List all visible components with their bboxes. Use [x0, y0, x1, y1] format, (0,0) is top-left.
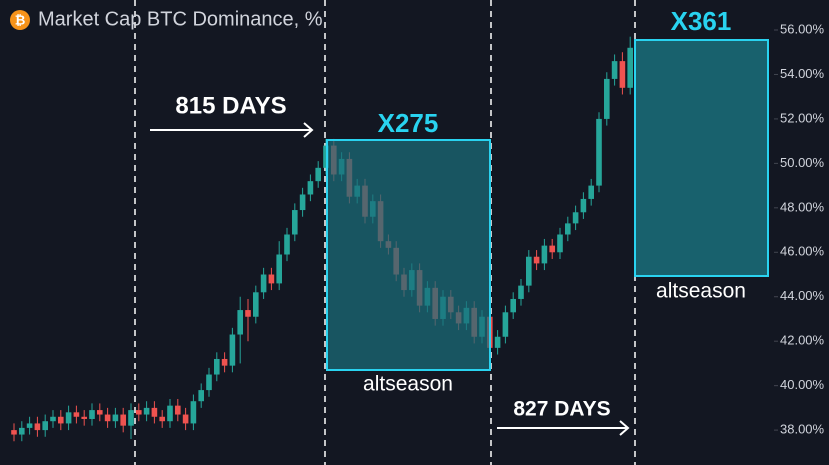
- annotation: X361: [671, 6, 732, 36]
- candle-body: [11, 430, 17, 435]
- candle-body: [619, 61, 626, 88]
- candle-body: [580, 198, 587, 213]
- candle-body: [557, 234, 563, 253]
- annotation: 827 DAYS: [513, 398, 610, 421]
- candle-body: [198, 390, 204, 402]
- candle-body: [604, 78, 610, 119]
- arrow-head: [619, 420, 630, 436]
- candle-body: [565, 223, 571, 235]
- bitcoin-icon: [10, 10, 30, 30]
- candle-body: [34, 423, 41, 431]
- candle-body: [494, 336, 501, 348]
- y-tick-label: 46.00%: [780, 244, 825, 259]
- candle-body: [190, 401, 197, 424]
- arrow: [150, 122, 314, 138]
- candle-body: [245, 310, 251, 317]
- candle-body: [253, 292, 259, 317]
- candle-body: [42, 421, 48, 431]
- arrow-head: [303, 122, 314, 138]
- candle-body: [229, 334, 236, 366]
- candle-body: [175, 405, 181, 415]
- chart-title: Market Cap BTC Dominance, %: [38, 8, 323, 30]
- candle-body: [214, 358, 220, 375]
- candle-body: [292, 210, 298, 235]
- candle-body: [276, 254, 282, 284]
- y-tick-label: 52.00%: [780, 110, 825, 125]
- candle-body: [526, 256, 532, 286]
- annotation: 815 DAYS: [175, 92, 286, 119]
- candle-body: [237, 310, 243, 335]
- candle-body: [221, 358, 228, 366]
- y-tick-label: 50.00%: [780, 155, 825, 170]
- candle-body: [167, 405, 173, 422]
- candle-body: [182, 414, 189, 424]
- bitcoin-icon-glyph: ₿: [15, 12, 26, 27]
- candle-body: [611, 61, 618, 79]
- candle-body: [315, 167, 321, 182]
- candle-body: [596, 118, 602, 186]
- candle-body: [268, 274, 275, 284]
- candle-body: [307, 181, 314, 195]
- candle-body: [89, 410, 95, 419]
- candle-body: [120, 414, 126, 426]
- candle-body: [533, 256, 540, 264]
- candle-body: [50, 416, 56, 422]
- candle-body: [136, 410, 142, 415]
- candle-body: [627, 47, 633, 88]
- annotation: altseason: [656, 280, 746, 303]
- candle-body: [65, 412, 72, 424]
- candle-body: [518, 285, 524, 299]
- candle-body: [541, 245, 548, 264]
- candle-body: [502, 312, 509, 337]
- candle-body: [159, 416, 165, 422]
- candle-body: [81, 416, 87, 419]
- annotation: X275: [378, 108, 439, 138]
- candle-body: [73, 412, 80, 417]
- y-tick-label: 48.00%: [780, 199, 825, 214]
- candle-body: [143, 407, 150, 415]
- candle-body: [299, 194, 306, 211]
- arrow: [497, 420, 630, 436]
- candle-body: [97, 410, 103, 415]
- annotation: altseason: [363, 373, 453, 396]
- candle-body: [510, 298, 516, 313]
- candle-body: [26, 423, 33, 428]
- candle-body: [128, 410, 134, 426]
- candle-body: [549, 245, 555, 253]
- altseason-box: [634, 39, 769, 277]
- candle-body: [19, 427, 25, 435]
- candle-body: [151, 407, 158, 417]
- y-tick-label: 44.00%: [780, 288, 825, 303]
- altseason-box: [326, 139, 491, 371]
- y-tick-label: 38.00%: [780, 422, 825, 437]
- y-tick-label: 56.00%: [780, 21, 825, 36]
- candle-body: [284, 234, 290, 255]
- candle-body: [104, 414, 111, 422]
- candle-body: [260, 274, 267, 293]
- candle-body: [206, 374, 212, 391]
- candle-body: [572, 212, 579, 224]
- candle-body: [112, 414, 119, 422]
- y-axis: 38.00% 40.00% 42.00% 44.00% 46.00% 48.00% 50.0…: [774, 21, 825, 437]
- candle-body: [588, 185, 594, 199]
- candle-body: [58, 416, 64, 424]
- y-tick-label: 54.00%: [780, 66, 825, 81]
- y-tick-label: 40.00%: [780, 377, 825, 392]
- y-tick-label: 42.00%: [780, 333, 825, 348]
